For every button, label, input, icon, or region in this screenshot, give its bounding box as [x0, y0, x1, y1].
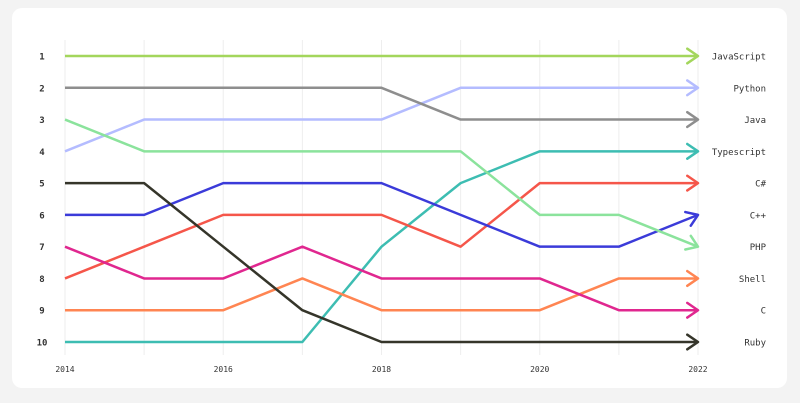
series-c: C: [64, 245, 766, 319]
y-tick-label: 5: [39, 180, 44, 190]
series-line: [65, 86, 698, 121]
chart-card: [12, 8, 787, 388]
arrow-head-icon: [686, 142, 700, 160]
series-line: [64, 118, 699, 248]
series-ruby: Ruby: [65, 181, 767, 351]
y-tick-label: 7: [39, 243, 44, 253]
series-label: JavaScript: [712, 53, 766, 63]
series-label: Typescript: [712, 148, 766, 158]
arrow-head-icon: [686, 79, 700, 97]
x-tick-label: 2020: [530, 365, 549, 374]
series-line: [65, 150, 698, 344]
arrow-head-icon: [686, 269, 700, 288]
series-label: C++: [750, 211, 767, 221]
y-tick-label: 3: [39, 116, 44, 126]
arrow-head-icon: [684, 234, 700, 251]
series-label: C#: [755, 180, 766, 190]
series-typescript: Typescript: [65, 142, 766, 344]
series-label: Python: [733, 84, 766, 94]
series-line: [65, 181, 698, 344]
y-tick-label: 8: [39, 275, 44, 285]
arrow-head-icon: [686, 174, 700, 192]
series-line: [65, 277, 698, 312]
y-tick-label: 2: [39, 84, 44, 94]
x-tick-label: 2018: [372, 365, 391, 374]
series-line: [64, 181, 698, 280]
arrow-head-icon: [686, 333, 700, 351]
arrow-head-icon: [686, 301, 700, 319]
series-php: PHP: [64, 118, 767, 253]
series-line: [64, 245, 698, 312]
x-tick-label: 2016: [214, 365, 233, 374]
series-c-: C#: [64, 174, 767, 280]
arrow-head-icon: [686, 110, 700, 129]
series-label: Ruby: [744, 339, 766, 349]
x-tick-label: 2022: [688, 365, 707, 374]
series-java: Java: [65, 86, 766, 129]
y-tick-label: 6: [39, 211, 44, 221]
series-javascript: JavaScript: [65, 47, 766, 65]
arrow-head-icon: [686, 47, 700, 65]
series-shell: Shell: [65, 269, 766, 312]
series-python: Python: [64, 79, 766, 153]
series-label: PHP: [750, 243, 767, 253]
y-tick-label: 10: [37, 339, 48, 349]
series-label: Java: [744, 116, 766, 126]
x-tick-label: 2014: [55, 365, 74, 374]
series-label: C: [761, 307, 766, 317]
series-line: [64, 86, 698, 153]
arrow-head-icon: [684, 210, 700, 227]
series-label: Shell: [739, 275, 766, 285]
y-tick-label: 9: [39, 307, 44, 317]
y-tick-label: 4: [39, 148, 45, 158]
y-tick-label: 1: [39, 53, 44, 63]
